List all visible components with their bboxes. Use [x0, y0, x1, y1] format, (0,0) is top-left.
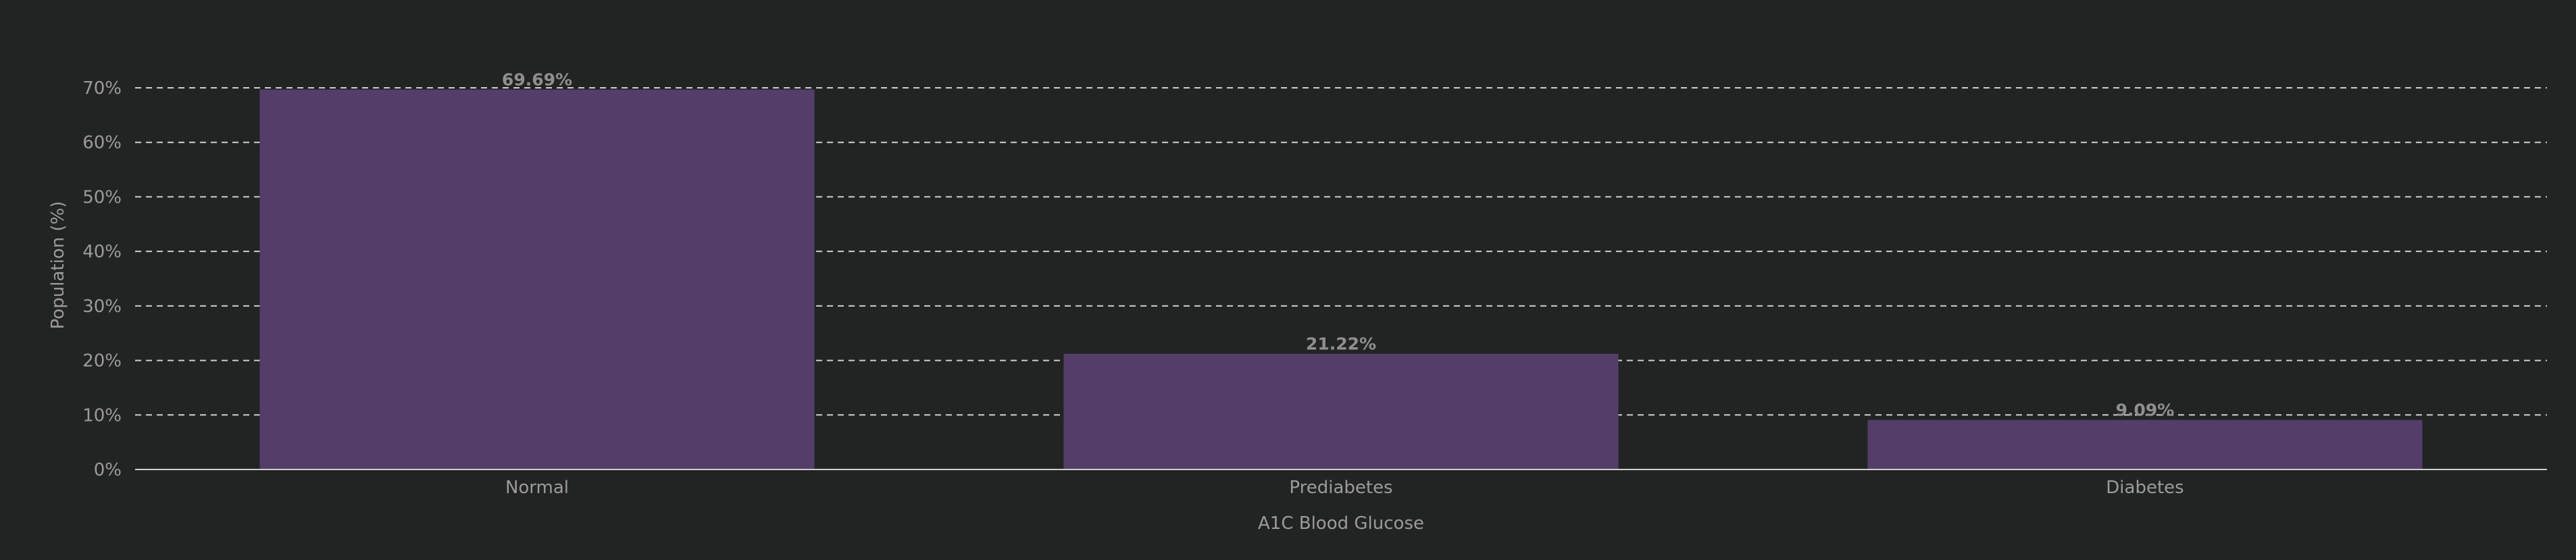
y-axis-ticks: 0% 10% 20% 30% 40% 50% 60% 70% [82, 78, 122, 480]
x-tick-label-prediabetes: Prediabetes [1289, 478, 1392, 498]
x-tick-label-normal: Normal [505, 478, 569, 498]
y-tick-label: 60% [82, 133, 122, 153]
data-label-normal: 69.69% [502, 70, 572, 90]
bars [259, 89, 2423, 469]
bar-normal [259, 89, 815, 469]
y-tick-label: 10% [82, 405, 122, 426]
y-tick-label: 20% [82, 351, 122, 372]
data-label-prediabetes: 21.22% [1306, 334, 1376, 354]
y-axis-title: Population (%) [48, 201, 68, 330]
bar-prediabetes [1063, 353, 1619, 469]
y-tick-label: 70% [82, 78, 122, 99]
bar-diabetes [1867, 419, 2423, 469]
data-label-diabetes: 9.09% [2116, 401, 2175, 420]
y-tick-label: 30% [82, 297, 122, 317]
data-labels: 69.69% 21.22% 9.09% [502, 70, 2174, 420]
x-axis-title: A1C Blood Glucose [1258, 513, 1424, 534]
y-tick-label: 0% [94, 460, 122, 480]
x-axis-categories: Normal Prediabetes Diabetes [505, 478, 2184, 498]
y-tick-label: 40% [82, 242, 122, 262]
y-tick-label: 50% [82, 187, 122, 207]
x-tick-label-diabetes: Diabetes [2106, 478, 2183, 498]
